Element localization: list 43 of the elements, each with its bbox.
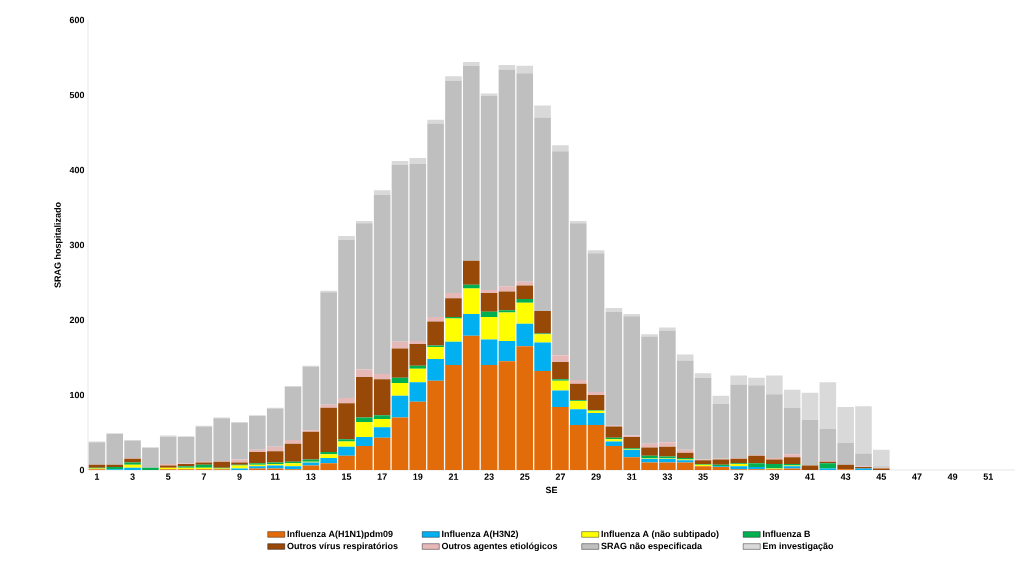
x-tick-label: 29 xyxy=(591,473,601,480)
legend-label: SRAG não especificada xyxy=(601,542,703,551)
x-tick-label: 37 xyxy=(733,473,744,480)
legend-label: Influenza B xyxy=(763,530,811,538)
legend-label: Em investigação xyxy=(763,542,834,551)
x-tick-label: 51 xyxy=(983,473,994,480)
legend-label: Influenza A (não subtipado) xyxy=(601,530,719,539)
x-tick-label: 15 xyxy=(342,473,352,480)
y-tick-label: 400 xyxy=(69,166,85,174)
y-tick-label: 200 xyxy=(69,316,85,324)
y-tick-label: 0 xyxy=(79,466,85,474)
y-tick-label: 600 xyxy=(69,16,85,24)
x-tick-label: 45 xyxy=(876,473,887,480)
x-tick-label: 47 xyxy=(912,473,922,480)
legend-label: Influenza A(H1N1)pdm09 xyxy=(287,530,393,539)
x-axis-title: SE xyxy=(545,486,558,494)
x-tick-label: 43 xyxy=(840,473,851,480)
x-tick-label: 49 xyxy=(947,473,958,480)
legend-label: Outros agentes etiológicos xyxy=(441,542,558,551)
x-tick-label: 13 xyxy=(306,473,316,480)
x-tick-label: 1 xyxy=(94,473,100,480)
legend-label: Influenza A(H3N2) xyxy=(442,530,519,539)
x-tick-label: 23 xyxy=(484,473,494,480)
y-axis-title: SRAG hospitalizado xyxy=(54,202,63,288)
x-tick-label: 17 xyxy=(377,473,387,480)
x-tick-label: 39 xyxy=(769,473,780,480)
x-tick-label: 3 xyxy=(130,473,135,480)
x-tick-label: 25 xyxy=(520,473,530,480)
y-tick-label: 500 xyxy=(69,91,85,99)
x-tick-label: 11 xyxy=(270,473,280,480)
y-tick-label: 100 xyxy=(70,391,85,399)
x-tick-label: 21 xyxy=(448,473,459,480)
x-tick-label: 27 xyxy=(555,473,566,480)
x-tick-label: 5 xyxy=(166,473,171,480)
x-tick-label: 33 xyxy=(662,473,673,480)
x-tick-label: 9 xyxy=(237,473,242,480)
x-tick-label: 35 xyxy=(698,473,708,480)
x-tick-label: 31 xyxy=(626,473,637,480)
x-tick-label: 7 xyxy=(201,473,206,480)
x-tick-label: 19 xyxy=(413,473,423,480)
y-tick-label: 300 xyxy=(69,241,85,249)
x-tick-label: 41 xyxy=(805,473,815,480)
legend-label: Outros vírus respiratórios xyxy=(287,542,398,551)
